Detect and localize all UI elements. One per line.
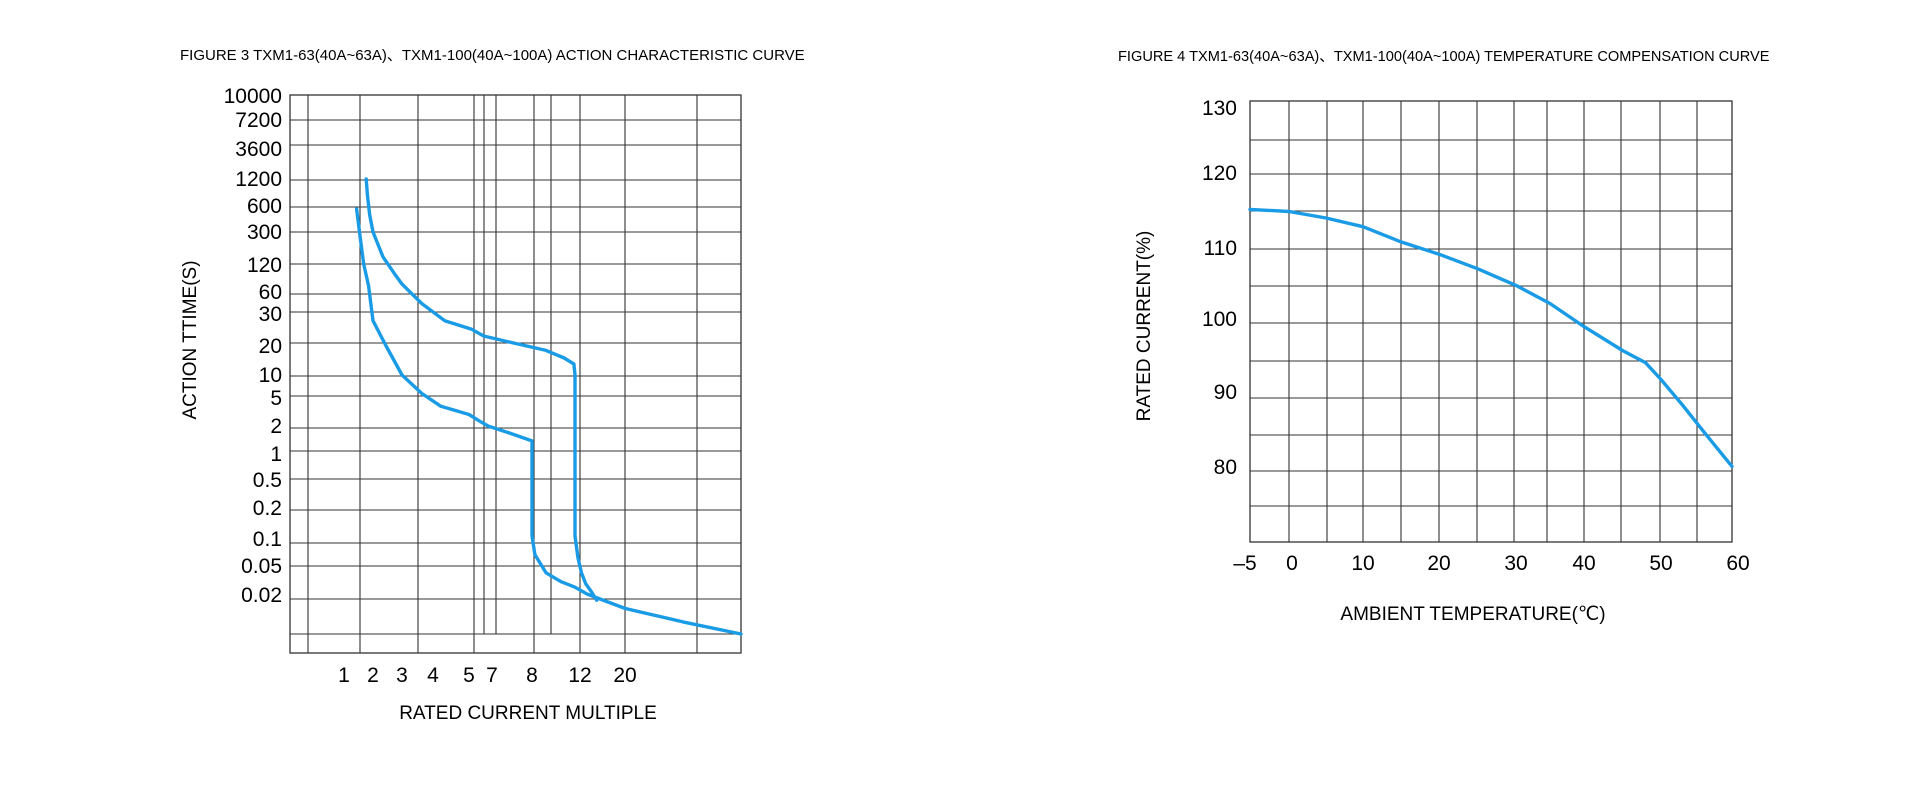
figure-4-x-ticks: –5 0 10 20 30 40 50 60: [1233, 552, 1749, 575]
figure-3-x-tick: 7: [486, 664, 498, 687]
figure-3-grid: [289, 94, 742, 654]
figure-3-x-tick: 8: [526, 664, 538, 687]
figure-3-y-tick: 0.1: [253, 528, 282, 551]
figure-4-y-tick: 110: [1204, 237, 1237, 260]
figure-3-x-tick: 5: [463, 664, 475, 687]
figure-3-y-tick: 20: [259, 335, 282, 358]
figure-4-y-tick: 100: [1202, 308, 1237, 331]
figure-3-x-tick: 1: [338, 664, 350, 687]
figure-3-curves: [354, 177, 743, 636]
figure-4-x-tick: 10: [1351, 552, 1374, 575]
figure-3-frame: [289, 94, 742, 654]
figure-4-y-ticks: 130 120 110 100 90 80: [1202, 97, 1237, 479]
figure-4-x-tick: 40: [1572, 552, 1595, 575]
figure-4-y-tick: 90: [1214, 381, 1237, 404]
figure-3-y-tick: 1: [270, 443, 282, 466]
figure-4-y-tick: 120: [1202, 162, 1237, 185]
figure-3-title: FIGURE 3 TXM1-63(40A~63A)、TXM1-100(40A~1…: [180, 47, 805, 64]
figure-4-y-axis-label: RATED CURRENT(%): [1134, 231, 1155, 422]
figure-3-y-tick: 30: [259, 303, 282, 326]
figure-3-y-axis-label: ACTION TTIME(S): [180, 260, 201, 419]
figure-4-series-1-line: [1248, 207, 1734, 469]
figure-3-y-tick: 7200: [235, 109, 282, 132]
figure-4-x-tick: 60: [1726, 552, 1749, 575]
figure-3-y-tick: 0.02: [241, 584, 282, 607]
figure-4-grid: [1249, 100, 1733, 543]
figure-3-x-tick: 2: [367, 664, 379, 687]
figure-3-x-tick: 20: [613, 664, 636, 687]
figure-3-x-tick: 3: [396, 664, 408, 687]
figure-4-curves: [1248, 207, 1734, 469]
figure-3-series-1-line: [354, 207, 743, 636]
figure-3: FIGURE 3 TXM1-63(40A~63A)、TXM1-100(40A~1…: [180, 47, 805, 724]
figure-3-y-tick: 0.2: [253, 497, 282, 520]
figure-3-series-2-line: [364, 177, 599, 602]
figure-3-y-tick: 10000: [224, 85, 282, 108]
figure-3-y-tick: 120: [247, 254, 282, 277]
figure-4-x-tick: –5: [1233, 552, 1256, 575]
figure-3-y-tick: 1200: [235, 168, 282, 191]
figure-4-y-tick: 130: [1202, 97, 1237, 120]
figure-4-y-tick: 80: [1214, 456, 1237, 479]
figure-4-frame: [1249, 100, 1733, 543]
figure-3-y-tick: 3600: [235, 138, 282, 161]
figure-4-x-tick: 0: [1286, 552, 1298, 575]
figure-4-x-tick: 30: [1504, 552, 1527, 575]
figure-3-y-tick: 0.5: [253, 469, 282, 492]
figure-3-x-tick: 4: [427, 664, 439, 687]
figure-3-x-ticks: 1 2 3 4 5 7 8 12 20: [338, 664, 637, 687]
figure-3-y-tick: 2: [270, 415, 282, 438]
figure-3-y-ticks: 10000 7200 3600 1200 600 300 120 60 30 2…: [224, 85, 282, 607]
figure-4-x-axis-label: AMBIENT TEMPERATURE(℃): [1340, 604, 1605, 625]
figure-4-x-tick: 20: [1427, 552, 1450, 575]
figure-3-y-tick: 300: [247, 221, 282, 244]
figure-3-y-tick: 60: [259, 281, 282, 304]
figure-4: FIGURE 4 TXM1-63(40A~63A)、TXM1-100(40A~1…: [1118, 49, 1770, 625]
figure-3-y-tick: 600: [247, 195, 282, 218]
figure-3-y-tick: 10: [259, 364, 282, 387]
figure-3-y-tick: 5: [270, 387, 282, 410]
figure-4-x-tick: 50: [1649, 552, 1672, 575]
figure-3-x-tick: 12: [568, 664, 591, 687]
figure-3-y-tick: 0.05: [241, 555, 282, 578]
figure-4-title: FIGURE 4 TXM1-63(40A~63A)、TXM1-100(40A~1…: [1118, 49, 1770, 65]
figure-3-x-axis-label: RATED CURRENT MULTIPLE: [399, 703, 657, 724]
